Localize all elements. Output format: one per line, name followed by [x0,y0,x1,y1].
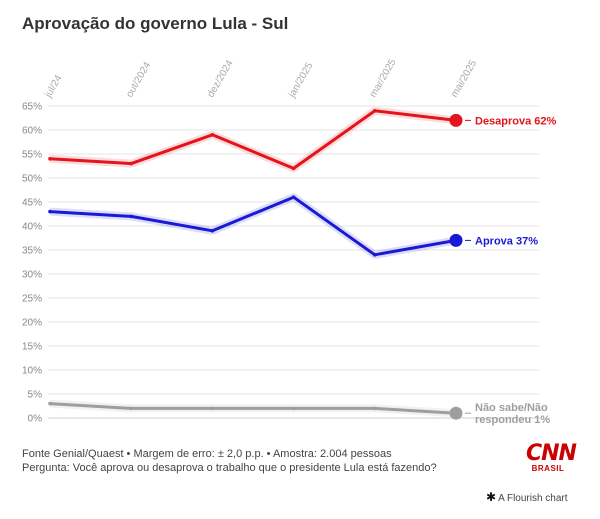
series-lines [48,106,463,420]
x-tick-label: dez/2024 [205,58,235,100]
x-tick-label: mai/2025 [449,58,479,100]
y-tick-label: 25% [22,294,42,305]
series-point [48,157,52,161]
x-axis-ticks: jul/24 out/2024 dez/2024 jan/2025 mar/2025 ma… [43,57,480,100]
series-point [129,406,133,411]
series-point [373,109,377,113]
series-point [373,406,377,411]
series-line [48,109,458,170]
y-tick-label: 60% [22,126,42,137]
series-point [210,133,215,137]
series-point [129,161,133,166]
gridlines [48,105,540,419]
y-tick-label: 20% [22,318,42,329]
series-point [210,229,215,233]
series-point [291,406,296,411]
y-tick-label: 40% [22,222,42,233]
series-label: Aprova 37% [475,235,538,247]
cnn-logo-subtitle: BRASIL [531,464,565,473]
y-tick-label: 45% [22,198,42,209]
x-tick-label: jul/24 [43,73,65,100]
y-tick-label: 0% [28,414,43,425]
cnn-brasil-logo: CNN BRASIL [526,441,577,474]
x-tick-label: mar/2025 [368,57,399,99]
y-axis-ticks: 0% 5% 10% 15% 20% 25% 30% 35% 40% 45% 50% 55% 60% 65% [22,102,42,425]
series-end-point [449,233,463,247]
y-tick-label: 65% [22,102,42,113]
y-tick-label: 10% [22,366,42,377]
series-point [291,166,296,171]
asterisk-icon: ✱ [486,490,497,504]
series-point [373,253,377,257]
y-tick-label: 55% [22,150,42,161]
series-label: Desaprova 62% [475,115,557,127]
question-note: Pergunta: Você aprova ou desaprova o tra… [22,462,437,474]
y-tick-label: 30% [22,270,42,281]
series-end-point [449,406,463,420]
source-note: Fonte Genial/Quaest • Margem de erro: ± … [22,448,392,460]
chart-title: Aprovação do governo Lula - Sul [22,14,289,33]
y-tick-label: 50% [22,174,42,185]
series-point [210,406,215,411]
series-point [48,401,52,406]
y-tick-label: 5% [28,390,43,401]
y-tick-label: 15% [22,342,42,353]
x-tick-label: jan/2025 [286,60,315,100]
series-point [48,209,52,214]
series-line [48,195,458,257]
series-end-point [449,113,463,127]
series-label: Não sabe/Não [475,402,548,414]
line-chart: 0% 5% 10% 15% 20% 25% 30% 35% 40% 45% 50% 55% 60% 65%… [22,57,557,426]
y-tick-label: 35% [22,246,42,257]
series-labels: Desaprova 62% Aprova 37% Não sabe/Nãorespo… [465,115,557,426]
x-tick-label: out/2024 [124,60,153,100]
cnn-logo-text: CNN [526,441,577,466]
series-line [48,402,458,415]
series-point [291,195,296,199]
series-point [129,214,133,219]
series-label: respondeu 1% [475,414,550,426]
series-glow [49,106,457,173]
flourish-credit-text: A Flourish chart [498,493,568,504]
flourish-credit[interactable]: ✱ A Flourish chart [486,490,568,504]
